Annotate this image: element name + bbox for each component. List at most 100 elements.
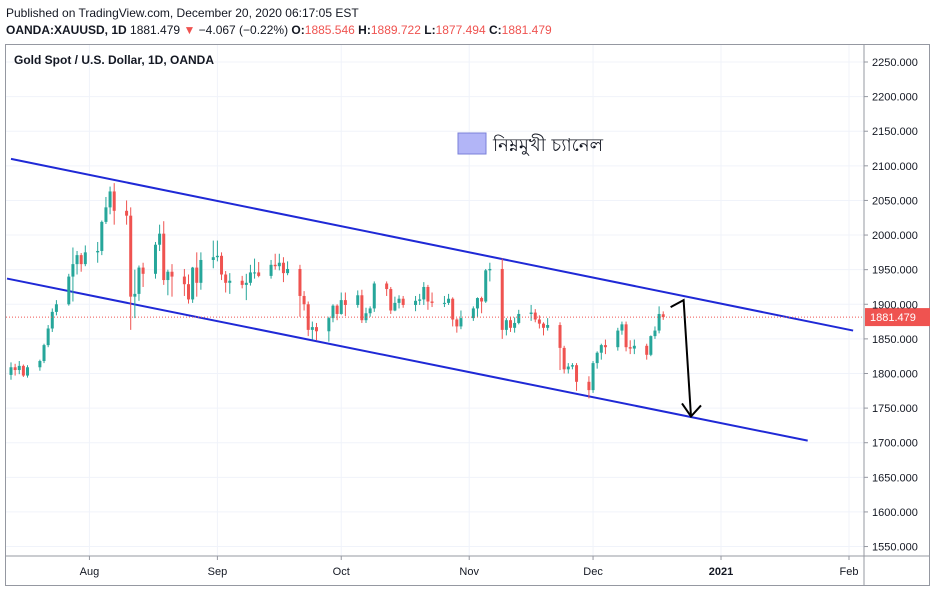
candle-body <box>125 210 129 216</box>
candle-body <box>488 268 492 271</box>
candle <box>447 293 451 305</box>
candle-body <box>343 300 347 305</box>
candle-body <box>397 298 401 303</box>
candle-body <box>632 345 636 349</box>
candle-body <box>286 268 290 274</box>
candle <box>298 264 302 317</box>
candle-body <box>389 289 393 311</box>
channel-upper-line[interactable] <box>10 157 854 332</box>
candle <box>620 321 624 335</box>
change-value: −4.067 (−0.22%) <box>198 23 289 37</box>
candle <box>67 273 71 306</box>
candle <box>533 309 537 323</box>
candle-body <box>533 312 537 320</box>
candle <box>187 274 191 304</box>
candle-body <box>500 268 504 330</box>
candle <box>195 252 199 297</box>
candle <box>661 311 665 320</box>
x-tick-label: 2021 <box>709 566 733 578</box>
candle <box>385 281 389 296</box>
candle <box>310 321 314 340</box>
candle <box>314 322 318 341</box>
candle <box>653 326 657 339</box>
candle <box>430 292 434 308</box>
x-tick-label: Dec <box>583 566 603 578</box>
candle <box>224 271 228 293</box>
candle <box>162 221 166 285</box>
candle-body <box>504 320 508 330</box>
candle <box>199 252 203 290</box>
candle-body <box>418 299 422 301</box>
y-tick-label: 1550.000 <box>872 542 918 554</box>
candle <box>191 266 195 303</box>
candle-body <box>306 304 310 330</box>
candle-body <box>620 324 624 331</box>
candle-body <box>624 324 628 348</box>
candle-body <box>182 276 186 285</box>
candle-body <box>46 328 50 346</box>
candle-body <box>153 244 157 274</box>
candle <box>562 345 566 374</box>
candle <box>112 183 116 225</box>
candle <box>414 295 418 312</box>
candle <box>79 253 83 272</box>
candle <box>360 289 364 323</box>
candle <box>54 300 58 316</box>
candle-body <box>508 320 512 328</box>
candle <box>13 363 17 376</box>
y-tick-label: 1700.000 <box>872 438 918 450</box>
candle-body <box>475 298 479 309</box>
candle <box>38 359 42 371</box>
x-tick-label: Nov <box>459 566 479 578</box>
candle-body <box>335 305 339 314</box>
candle-body <box>253 272 257 274</box>
candle <box>426 284 430 310</box>
candle <box>657 306 661 334</box>
candle <box>9 362 13 380</box>
candle <box>542 322 546 336</box>
candle <box>153 241 157 279</box>
candle <box>302 291 306 311</box>
candle <box>211 240 215 269</box>
y-tick-label: 1750.000 <box>872 403 918 415</box>
candle <box>343 292 347 317</box>
candle-body <box>360 295 364 321</box>
candle <box>286 261 290 276</box>
symbol-ohlc-line: OANDA:XAUUSD, 1D 1881.479 ▼ −4.067 (−0.2… <box>6 23 552 37</box>
candle-body <box>603 345 607 348</box>
candle-body <box>244 282 248 285</box>
candle <box>133 269 137 319</box>
candle <box>649 335 653 357</box>
candle-body <box>616 330 620 348</box>
candle-body <box>459 318 463 327</box>
candle <box>368 306 372 317</box>
candle <box>488 262 492 282</box>
open-label: O: <box>291 23 305 37</box>
candle-body <box>215 255 219 258</box>
candle-body <box>422 286 426 300</box>
y-tick-label: 1800.000 <box>872 368 918 380</box>
candle-body <box>42 345 46 362</box>
candle <box>277 253 281 271</box>
channel-lower-line[interactable] <box>6 277 808 442</box>
low-value: 1877.494 <box>435 23 486 37</box>
candle <box>418 293 422 305</box>
x-tick-label: Oct <box>333 566 350 578</box>
candle <box>529 304 533 321</box>
candle <box>104 196 108 224</box>
candle <box>141 262 145 287</box>
candle <box>513 317 517 333</box>
candle <box>26 365 30 378</box>
candle <box>253 258 257 279</box>
projection-arrow-head <box>681 402 702 419</box>
y-tick-label: 2050.000 <box>872 195 918 207</box>
candle <box>603 339 607 355</box>
candle <box>616 327 620 351</box>
candle <box>389 286 393 314</box>
projection-arrow[interactable] <box>670 298 692 417</box>
candle-body <box>195 267 199 283</box>
candle <box>21 364 25 377</box>
candle-body <box>628 347 632 349</box>
candle <box>215 240 219 262</box>
